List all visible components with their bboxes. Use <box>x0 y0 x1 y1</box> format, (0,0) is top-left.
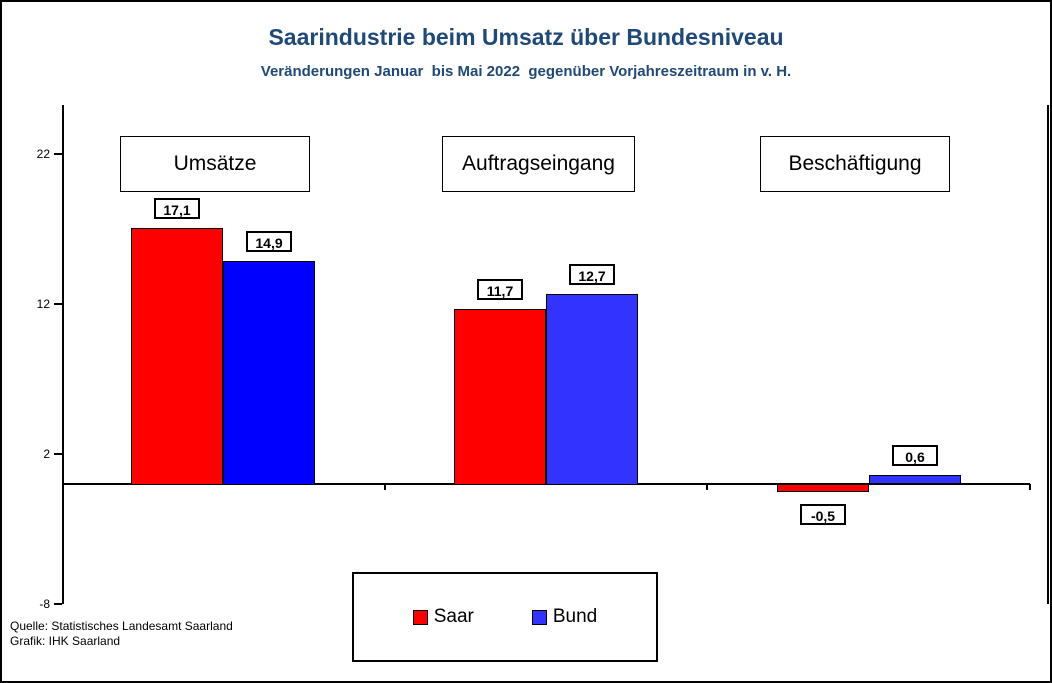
y-tick-label: 2 <box>43 447 50 461</box>
value-label-saar-3: -0,5 <box>800 504 846 525</box>
y-axis-tick <box>54 603 62 605</box>
chart-subtitle: Veränderungen Januar bis Mai 2022 gegenü… <box>260 63 792 80</box>
value-label-saar-1: 17,1 <box>154 198 200 219</box>
value-label-saar-2: 11,7 <box>477 279 523 300</box>
y-axis-tick <box>54 453 62 455</box>
legend-label-bund: Bund <box>552 606 598 627</box>
legend-item-bund: Bund <box>531 606 598 628</box>
bar-bund-2 <box>546 294 638 485</box>
bar-bund-3 <box>869 475 961 484</box>
legend-item-saar: Saar <box>412 606 474 628</box>
y-axis-tick <box>54 153 62 155</box>
source-line-quelle: Quelle: Statistisches Landesamt Saarland <box>10 619 233 633</box>
source-note: Quelle: Statistisches Landesamt Saarland… <box>10 619 233 648</box>
bar-saar-1 <box>131 228 223 485</box>
value-label-bund-3: 0,6 <box>892 445 938 466</box>
category-label-2: Auftragseingang <box>442 136 635 192</box>
source-line-grafik: Grafik: IHK Saarland <box>10 633 121 648</box>
category-axis-tick <box>706 484 708 490</box>
category-axis-tick <box>384 484 386 490</box>
value-label-bund-1: 14,9 <box>246 231 292 252</box>
chart-title: Saarindustrie beim Umsatz über Bundesniv… <box>268 24 784 50</box>
plot-right-border <box>1047 105 1049 604</box>
value-label-bund-2: 12,7 <box>569 264 615 285</box>
legend-swatch-bund <box>531 609 547 625</box>
y-tick-label: 12 <box>36 297 50 311</box>
y-tick-label: 22 <box>36 147 50 161</box>
y-axis-line <box>62 105 64 604</box>
bar-bund-1 <box>223 261 315 485</box>
legend-box: Saar Bund <box>352 572 658 662</box>
legend-swatch-saar <box>412 609 428 625</box>
y-axis-tick <box>54 303 62 305</box>
y-tick-label: -8 <box>39 597 50 611</box>
legend-label-saar: Saar <box>433 606 474 627</box>
category-axis-tick <box>1029 484 1031 490</box>
bar-saar-3 <box>777 484 869 492</box>
category-label-1: Umsätze <box>120 136 310 192</box>
bar-saar-2 <box>454 309 546 485</box>
category-label-3: Beschäftigung <box>760 136 950 192</box>
